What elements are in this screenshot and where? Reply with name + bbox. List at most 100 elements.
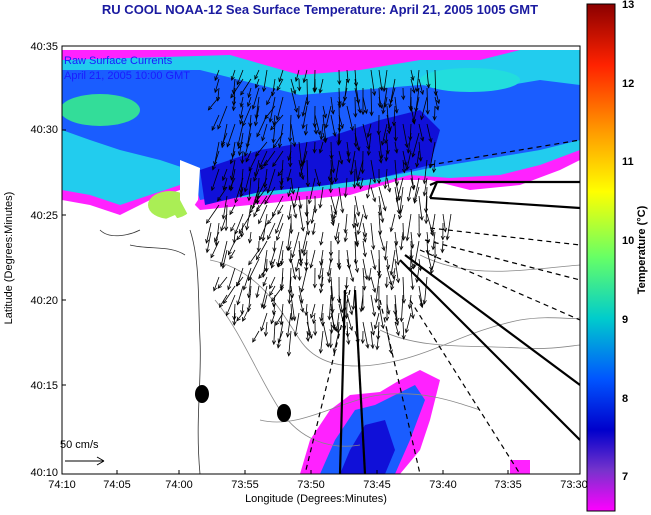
current-vector (412, 132, 420, 157)
current-vector-head (370, 344, 375, 350)
current-vector (295, 69, 300, 82)
current-vector-head (258, 235, 263, 241)
current-vector-head (332, 348, 337, 354)
current-vector-head (318, 148, 323, 154)
current-vector (396, 177, 404, 202)
current-vector-head (343, 228, 348, 234)
current-vector (405, 312, 412, 333)
current-vector (290, 249, 292, 263)
current-vector (330, 312, 336, 331)
current-vector-head (411, 88, 416, 94)
current-vector (338, 294, 343, 313)
current-vector-head (258, 219, 262, 225)
current-vector (256, 240, 268, 260)
current-vector (330, 159, 333, 185)
current-vector (238, 213, 252, 234)
current-vector (267, 222, 276, 240)
current-vector (298, 141, 303, 167)
current-vector-head (290, 189, 295, 195)
current-vector (446, 213, 452, 240)
current-vector-head (230, 75, 235, 81)
current-vector-head (291, 253, 296, 259)
y-tick: 40:10 (30, 467, 58, 479)
current-vector (329, 168, 332, 181)
current-vector (338, 114, 344, 129)
current-vector (272, 123, 276, 143)
current-vector-head (272, 162, 277, 168)
current-vector-head (395, 197, 400, 203)
current-vector-head (266, 219, 272, 225)
current-vector (394, 294, 398, 322)
current-vector-head (214, 76, 219, 82)
current-vector-head (221, 140, 226, 146)
current-vector (319, 141, 324, 154)
current-vector-head (399, 245, 404, 251)
current-vector (258, 267, 268, 279)
current-vector (308, 177, 316, 204)
current-vector-head (302, 78, 307, 84)
current-vector (402, 123, 408, 148)
current-vector-head (292, 203, 297, 209)
current-vector (425, 186, 428, 213)
current-vector-head (269, 291, 274, 297)
current-vector (344, 213, 348, 233)
current-vector (289, 141, 292, 167)
current-vector-head (404, 143, 409, 149)
current-vector (261, 285, 268, 308)
current-vector-head (234, 198, 239, 204)
current-vector-head (312, 123, 317, 128)
current-vector (231, 159, 236, 180)
current-vector (253, 168, 260, 182)
current-vector (337, 132, 340, 146)
current-vector (273, 240, 276, 252)
current-vector-head (307, 199, 312, 205)
x-tick: 73:30 (560, 479, 588, 491)
current-vector-head (301, 124, 306, 130)
current-vector (406, 213, 412, 241)
current-vector-head (271, 310, 277, 316)
current-vector-head (432, 168, 437, 174)
current-vector (281, 276, 284, 289)
current-vector (330, 96, 334, 114)
x-tick: 74:00 (165, 479, 193, 491)
colorbar: 13 12 11 10 9 8 7 Temperature (°C) (586, 0, 648, 512)
current-vector (314, 168, 320, 186)
current-vector (432, 231, 436, 250)
current-vector (322, 114, 327, 142)
current-vector-head (336, 141, 341, 147)
sst-field (62, 50, 580, 474)
current-vector (414, 186, 420, 204)
colorbar-tick: 8 (622, 393, 628, 405)
current-vector (385, 132, 388, 144)
current-vector-head (384, 316, 390, 322)
current-vector (211, 168, 220, 191)
current-vector-head (383, 184, 388, 190)
current-vector-head (276, 262, 281, 267)
current-vector (287, 312, 292, 337)
current-vector-head (278, 77, 283, 83)
current-vector (255, 105, 260, 126)
current-vector-head (359, 307, 364, 313)
current-vector-head (229, 159, 234, 165)
current-vector (293, 186, 300, 208)
current-vector-head (387, 187, 392, 193)
current-vector (330, 276, 334, 301)
current-vector (330, 303, 335, 329)
current-vector (426, 123, 432, 143)
current-vector (337, 321, 340, 333)
current-vector (344, 231, 348, 242)
current-vector-head (399, 317, 404, 323)
current-vector-head (207, 105, 213, 111)
legend-line-2: April 21, 2005 10:00 GMT (64, 70, 190, 82)
current-vector (256, 177, 268, 199)
current-vector-head (242, 317, 247, 322)
current-vector-head (372, 288, 377, 293)
current-vector (248, 87, 252, 98)
current-vector (431, 213, 436, 234)
current-vector-head (377, 273, 382, 279)
current-vector (311, 204, 316, 224)
current-vector (306, 321, 312, 339)
current-vector-head (305, 220, 310, 226)
current-vector (319, 78, 324, 93)
current-vector (273, 114, 276, 125)
